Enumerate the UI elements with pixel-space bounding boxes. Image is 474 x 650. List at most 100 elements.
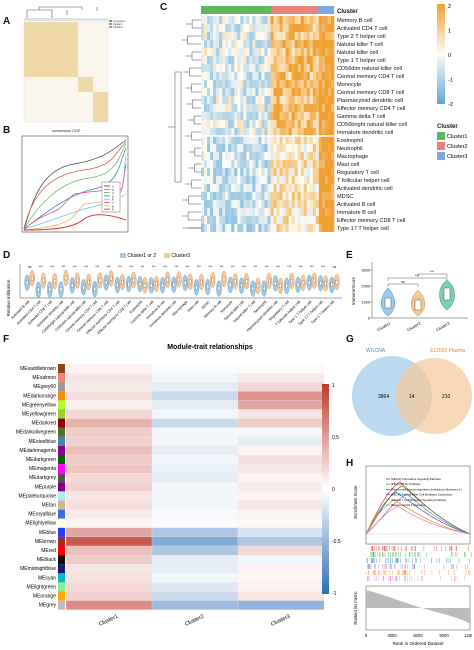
module-label: MElightgreen: [27, 584, 57, 590]
module-label: MEcyan: [38, 575, 56, 581]
module-trait-cell: [151, 409, 239, 419]
module-trait-cell: [151, 445, 239, 456]
module-trait-column: Cluster1: [98, 614, 119, 628]
module-color-swatch: [58, 600, 65, 610]
module-trait-cell: [65, 363, 153, 374]
svg-text:Cluster1: Cluster1: [113, 22, 123, 26]
module-label: MEsteelblue: [28, 439, 56, 445]
module-scale-tick: -1: [332, 591, 337, 597]
gsea-legend-item: [Reactome] Pd 1 Signaling: [391, 503, 426, 507]
module-label: MEbrown: [35, 539, 56, 545]
svg-text:Cluster2: Cluster2: [113, 25, 123, 29]
module-label: MEdarkgreen: [26, 457, 56, 463]
module-color-swatch: [58, 482, 65, 492]
module-scale-tick: 0.5: [332, 435, 339, 441]
module-label: MEgrey: [39, 603, 57, 609]
e-tick: 3000: [362, 269, 370, 273]
module-trait-cell: [237, 445, 325, 456]
module-color-swatch: [58, 509, 65, 519]
cdf-legend-item: 2: [112, 185, 114, 189]
heatmap-row-label: Eosinophil: [337, 138, 363, 144]
heatmap-row-label: Regulatory T cell: [337, 170, 379, 176]
heatmap-row-label: Effector memory CD4 T cell: [337, 106, 405, 112]
module-trait-cell: [65, 373, 153, 383]
heatmap-row-label: Mast cell: [337, 162, 359, 168]
module-color-swatch: [58, 518, 65, 528]
d-significance: ***: [208, 265, 213, 269]
module-color-swatch: [58, 464, 65, 474]
module-label: MEpurple: [35, 484, 57, 490]
d-significance: ***: [84, 265, 89, 269]
module-color-swatch: [58, 591, 65, 601]
d-significance: ***: [141, 265, 146, 269]
d-significance: ***: [129, 265, 134, 269]
module-trait-cell: [237, 436, 325, 447]
module-color-swatch: [58, 382, 65, 392]
module-trait-scale: [322, 384, 329, 594]
heatmap-row-label: Natural killer cell: [337, 50, 378, 56]
module-color-swatch: [58, 455, 65, 465]
module-trait-cell: [65, 564, 153, 574]
module-trait-cell: [65, 436, 153, 447]
heatmap-row-label: Monocyte: [337, 82, 361, 88]
module-color-swatch: [58, 527, 65, 537]
module-color-swatch: [58, 555, 65, 565]
gsea-plot: Enrichment Score [KEGG] Chemokine Signal…: [353, 465, 472, 646]
heatmap-row-label: Type 2 T helper cell: [337, 34, 386, 40]
module-label: MEblue: [39, 530, 56, 536]
module-trait-cell: [65, 582, 153, 592]
venn-count-right: 210: [442, 394, 451, 400]
ssgsea-heatmap: Cluster Memory B cell Activated CD4 T cel…: [168, 4, 467, 232]
module-label: MEyellowgreen: [22, 412, 56, 418]
module-trait-cell: [237, 473, 325, 483]
d-significance: ***: [321, 265, 326, 269]
e-sig-1: ns: [401, 280, 405, 284]
module-trait-cell: [151, 536, 239, 547]
cluster3-bar: [318, 6, 334, 14]
module-label: MEdarkorange: [23, 393, 56, 399]
module-color-swatch: [58, 391, 65, 401]
panel-letter-a: A: [3, 16, 11, 27]
d-significance: ***: [287, 265, 292, 269]
module-trait-cell: [65, 482, 153, 492]
e-category: Cluster3: [435, 320, 451, 332]
d-significance: ***: [310, 265, 315, 269]
module-trait-cell: [237, 500, 325, 510]
panel-letter-g: G: [346, 334, 354, 345]
d-significance: ***: [197, 265, 202, 269]
module-trait-cell: [237, 400, 325, 410]
module-trait-cell: [151, 582, 239, 592]
d-significance: ***: [95, 265, 100, 269]
venn-set-1: WGCNA: [366, 348, 386, 354]
module-trait-cell: [65, 400, 153, 410]
module-color-swatch: [58, 536, 65, 546]
panel-letter-d: D: [3, 250, 11, 261]
h-xlabel: Rank in Ordered Dataset: [393, 641, 445, 646]
venn-count-left: 3864: [378, 394, 389, 400]
module-trait-cell: [151, 473, 239, 483]
module-trait-cell: [65, 536, 153, 547]
module-label: MElightyellow: [25, 521, 56, 527]
module-trait-cell: [237, 491, 325, 501]
heatmap-row-label: CD56dim natural killer cell: [337, 66, 402, 72]
module-trait-cell: [151, 373, 239, 383]
module-color-swatch: [58, 445, 65, 455]
d-significance: ***: [276, 265, 281, 269]
module-scale-tick: 1: [332, 383, 335, 389]
gsea-xtick: 0: [365, 633, 368, 638]
module-trait-cell: [65, 591, 153, 601]
h-ylabel-bottom: Ranked list metric: [353, 591, 358, 624]
module-trait-cell: [237, 564, 325, 574]
svg-text:consensus: consensus: [113, 20, 126, 23]
module-trait-cell: [237, 391, 325, 401]
module-color-swatch: [58, 564, 65, 574]
cluster-legend-swatch: [437, 132, 445, 140]
panel-letter-e: E: [346, 250, 353, 261]
module-trait-cell: [65, 518, 153, 528]
cluster-legend-title: Cluster: [437, 124, 458, 130]
module-color-swatch: [58, 427, 65, 437]
cdf-legend-item: 3: [112, 188, 114, 192]
module-trait-cell: [65, 545, 153, 556]
gsea-legend-item: [KEGG] Natural Killer Cell Mediated Cyto…: [391, 493, 453, 497]
module-label: MEorange: [33, 594, 56, 600]
